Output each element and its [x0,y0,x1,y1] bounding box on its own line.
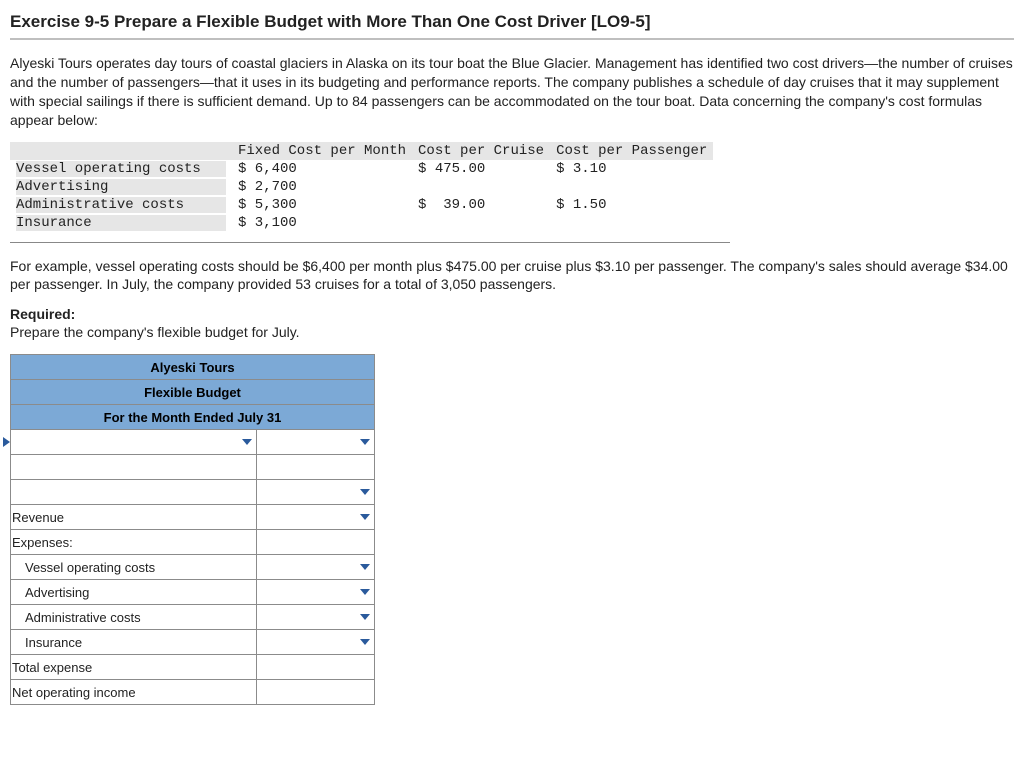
table-cell: $ 5,300 [232,196,412,214]
ws-row-value[interactable] [257,580,375,605]
table-cell [550,214,713,232]
table-cell: Administrative costs [10,196,232,214]
table-cell: $ 6,400 [232,160,412,178]
ws-row-value [257,680,375,705]
ws-row-label: Net operating income [11,680,257,705]
cost-col-fixed: Fixed Cost per Month [232,142,412,160]
table-cell: $ 475.00 [412,160,550,178]
required-instruction: Prepare the company's flexible budget fo… [10,324,1014,340]
ws-row-value [257,655,375,680]
cost-col-passenger: Cost per Passenger [550,142,713,160]
table-cell [550,178,713,196]
ws-row-value [257,530,375,555]
table-cell: $ 1.50 [550,196,713,214]
table-cell [412,178,550,196]
table-cell: $ 3.10 [550,160,713,178]
ws-row-value[interactable] [257,630,375,655]
cost-col-cruise: Cost per Cruise [412,142,550,160]
table-cell [412,214,550,232]
ws-header-company: Alyeski Tours [11,355,375,380]
example-paragraph: For example, vessel operating costs shou… [10,257,1014,295]
ws-row-label: Vessel operating costs [11,555,257,580]
ws-row-label: Insurance [11,630,257,655]
ws-row-label-blank [11,455,257,480]
required-label: Required: [10,306,1014,322]
intro-paragraph: Alyeski Tours operates day tours of coas… [10,54,1014,130]
ws-row-label-blank[interactable] [11,430,257,455]
ws-row-value[interactable] [257,480,375,505]
page-title: Exercise 9-5 Prepare a Flexible Budget w… [10,12,1014,40]
table-cell: $ 3,100 [232,214,412,232]
ws-row-value [257,455,375,480]
ws-row-label: Administrative costs [11,605,257,630]
table-cell: $ 39.00 [412,196,550,214]
ws-row-label: Revenue [11,505,257,530]
table-divider [10,242,730,243]
table-cell: Insurance [10,214,232,232]
table-cell: Advertising [10,178,232,196]
flexible-budget-worksheet: Alyeski Tours Flexible Budget For the Mo… [10,354,375,705]
cost-formula-table: Fixed Cost per Month Cost per Cruise Cos… [10,142,713,232]
ws-header-title: Flexible Budget [11,380,375,405]
ws-row-label: Advertising [11,580,257,605]
ws-row-label: Total expense [11,655,257,680]
ws-row-value[interactable] [257,505,375,530]
ws-header-period: For the Month Ended July 31 [11,405,375,430]
ws-row-value[interactable] [257,430,375,455]
cost-col-blank [10,142,232,160]
ws-row-value[interactable] [257,555,375,580]
ws-row-label: Expenses: [11,530,257,555]
ws-row-label-blank [11,480,257,505]
table-cell: $ 2,700 [232,178,412,196]
table-cell: Vessel operating costs [10,160,232,178]
ws-row-value[interactable] [257,605,375,630]
